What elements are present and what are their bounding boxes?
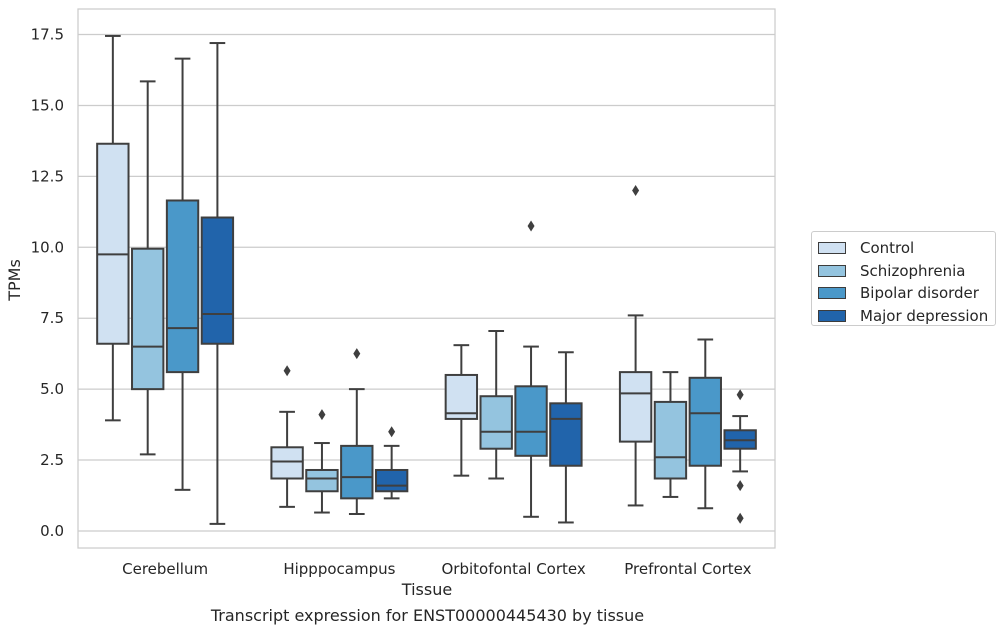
legend-swatch	[818, 264, 846, 277]
y-axis-label: TPMs	[5, 259, 24, 302]
y-tick-labels: 0.0 2.5 5.0 7.5 10.0 12.5 15.0 17.5	[31, 26, 64, 540]
legend-item: Bipolar disorder	[818, 282, 995, 305]
box-body	[374, 468, 409, 493]
x-tick-label: Orbitofontal Cortex	[442, 560, 586, 578]
box-body	[165, 199, 200, 374]
box-body	[305, 468, 339, 493]
outlier-point	[353, 348, 361, 360]
legend-swatch	[818, 287, 846, 300]
box-major-depression	[549, 351, 583, 524]
y-tick-label: 7.5	[40, 309, 64, 327]
box-schizophrenia	[305, 409, 339, 514]
box-body	[131, 247, 165, 391]
box-major-depression	[723, 389, 757, 524]
y-tick-label: 0.0	[40, 522, 64, 540]
box-bipolar-disorder	[165, 57, 200, 491]
outlier-point	[736, 389, 744, 401]
x-tick-label: Hipppocampus	[283, 560, 395, 578]
outlier-point	[527, 220, 535, 232]
box-body	[340, 444, 374, 500]
box-body	[688, 376, 722, 467]
x-tick-label: Cerebellum	[122, 560, 208, 578]
legend-swatch	[818, 309, 846, 322]
box-major-depression	[200, 42, 235, 525]
box-series	[96, 34, 757, 525]
box-body	[479, 395, 513, 450]
box-body	[270, 446, 304, 480]
x-tick-labels: Cerebellum Hipppocampus Orbitofontal Corte…	[122, 560, 751, 578]
box-body	[200, 216, 235, 345]
box-schizophrenia	[479, 329, 513, 480]
legend-item: Schizophrenia	[818, 260, 995, 283]
outlier-point	[736, 480, 744, 492]
y-tick-label: 12.5	[31, 167, 64, 185]
box-control	[270, 365, 304, 508]
y-tick-label: 5.0	[40, 380, 64, 398]
legend-label: Major depression	[860, 306, 989, 325]
legend-swatch	[818, 242, 846, 255]
box-schizophrenia	[131, 80, 165, 456]
outlier-point	[283, 365, 291, 377]
legend-label: Schizophrenia	[860, 261, 966, 280]
box-body	[96, 142, 130, 345]
box-body	[514, 385, 548, 457]
box-bipolar-disorder	[688, 338, 722, 510]
box-body	[444, 373, 479, 420]
legend-label: Control	[860, 239, 915, 258]
x-tick-label: Prefrontal Cortex	[624, 560, 751, 578]
box-bipolar-disorder	[514, 220, 548, 518]
box-body	[653, 400, 688, 480]
box-body	[549, 402, 583, 467]
box-control	[96, 34, 130, 422]
x-axis-label: Tissue	[401, 580, 452, 599]
y-tick-label: 17.5	[31, 26, 64, 44]
box-major-depression	[374, 426, 409, 500]
legend-item: Major depression	[818, 305, 995, 328]
box-bipolar-disorder	[340, 348, 374, 515]
outlier-point	[632, 185, 640, 197]
box-control	[618, 185, 653, 507]
plot-area-frame	[77, 8, 776, 549]
y-tick-label: 15.0	[31, 96, 64, 114]
figure-caption: Transcript expression for ENST0000044543…	[210, 606, 645, 625]
legend-item: Control	[818, 237, 995, 260]
legend: Control Schizophrenia Bipolar disorder Majo…	[811, 231, 996, 326]
box-control	[444, 344, 479, 477]
box-schizophrenia	[653, 371, 688, 498]
box-body	[618, 371, 653, 443]
outlier-point	[388, 426, 396, 438]
outlier-point	[736, 512, 744, 524]
y-tick-label: 10.0	[31, 238, 64, 256]
y-tick-label: 2.5	[40, 451, 64, 469]
legend-label: Bipolar disorder	[860, 284, 979, 303]
outlier-point	[318, 409, 326, 421]
